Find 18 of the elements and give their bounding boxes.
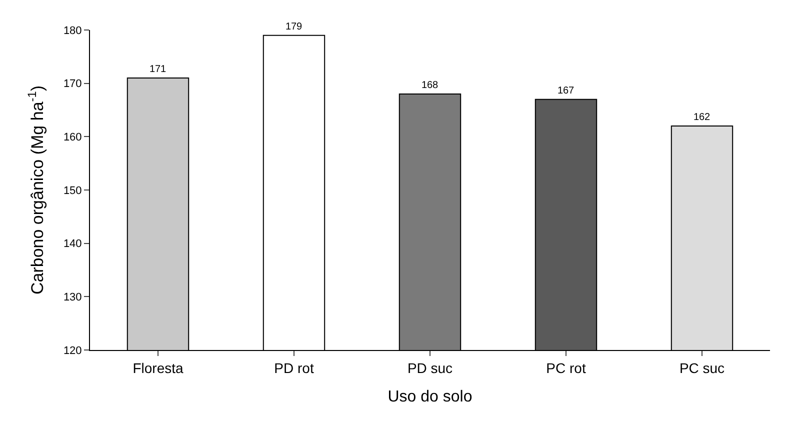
data-label: 171 — [149, 64, 167, 75]
data-label: 162 — [693, 112, 711, 123]
y-tick-label: 180 — [63, 24, 82, 37]
y-tick-label: 160 — [63, 132, 82, 144]
data-label: 167 — [557, 85, 575, 96]
y-tick-label: 150 — [63, 184, 82, 197]
x-tick-label: PC suc — [679, 360, 725, 376]
x-tick-label: PC rot — [546, 360, 586, 376]
x-tick-label: Floresta — [132, 360, 184, 376]
y-tick-label: 120 — [63, 344, 82, 357]
y-tick-label: 170 — [63, 78, 82, 90]
x-tick-label: PD rot — [274, 360, 314, 376]
y-tick-label: 140 — [63, 238, 82, 250]
data-label: 168 — [421, 80, 439, 91]
x-axis-title: Uso do solo — [388, 388, 472, 406]
x-tick-label: PD suc — [407, 360, 453, 376]
y-tick-label: 130 — [63, 292, 82, 304]
data-label: 179 — [285, 21, 303, 32]
